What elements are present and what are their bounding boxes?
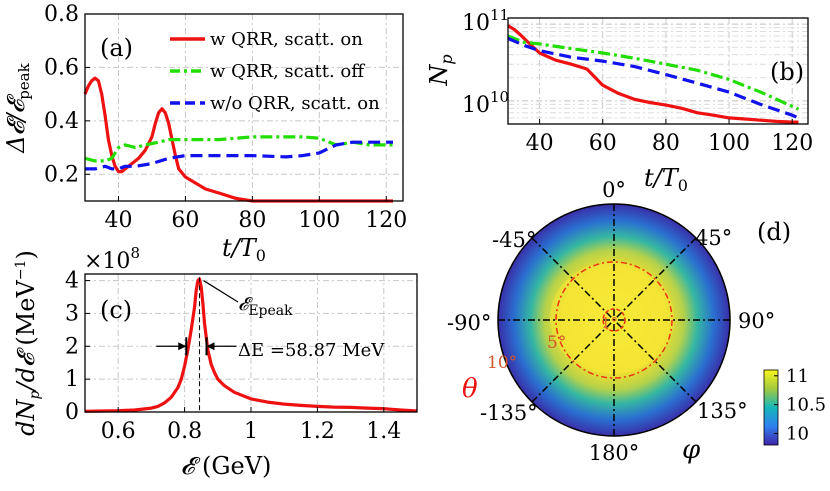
polar-ring-1deg bbox=[602, 308, 626, 332]
angle-label-45: 45° bbox=[695, 226, 732, 250]
xtick-label: 60 bbox=[171, 208, 199, 233]
xtick-label: 80 bbox=[238, 208, 266, 233]
ytick-label: 4 bbox=[65, 269, 79, 294]
series-line bbox=[507, 36, 800, 120]
polar-core bbox=[550, 262, 674, 374]
panel-a-legend: w QRR, scatt. on w QRR, scatt. off w/o Q… bbox=[170, 29, 380, 114]
ytick-label: 0.2 bbox=[44, 162, 79, 187]
panel-b-ytick-1e10: 1010 bbox=[462, 88, 509, 118]
polar-spoke bbox=[531, 237, 697, 403]
peak-pointer bbox=[203, 280, 239, 303]
ytick-label: 0 bbox=[65, 400, 79, 425]
xtick-label: 100 bbox=[708, 131, 750, 156]
ytick-label: 3 bbox=[65, 301, 79, 326]
xtick-label: 60 bbox=[589, 131, 617, 156]
panel-b-ytick-1e11: 1011 bbox=[462, 6, 509, 36]
panel-b-axes-box bbox=[507, 17, 809, 125]
xtick-label: 0.8 bbox=[167, 419, 202, 444]
panel-c-annotations bbox=[156, 277, 239, 412]
ytick-label: 0.4 bbox=[44, 109, 79, 134]
colorbar bbox=[763, 369, 779, 446]
series-line bbox=[85, 140, 393, 171]
legend-entry-wo-qrr-on: w/o QRR, scatt. on bbox=[210, 93, 380, 114]
ytick-label: 2 bbox=[65, 334, 79, 359]
radial-label-1: 1° bbox=[601, 314, 618, 332]
panel-d: 0° 45° 90° 135° 180° -135° -90° -45° 1° … bbox=[447, 178, 826, 465]
fwhm-annotation: ΔE =58.87 MeV bbox=[238, 340, 385, 361]
theta-symbol: θ bbox=[462, 374, 478, 404]
radial-label-5: 5° bbox=[547, 333, 566, 353]
panel-c: 0.6 0.8 1 1.2 1.4 0 1 2 3 4 ×108 (c) 𝓔 (GeV) dNp… bbox=[12, 244, 418, 480]
xtick-label: 40 bbox=[526, 131, 554, 156]
panel-c-scale-label: ×108 bbox=[84, 244, 140, 274]
panel-a-ylabel: Δ𝓔/𝓔peak bbox=[2, 62, 33, 153]
xtick-label: 120 bbox=[771, 131, 813, 156]
ytick-label: 1 bbox=[65, 367, 79, 392]
panel-b-label: (b) bbox=[770, 58, 804, 86]
series-line bbox=[507, 24, 799, 124]
xtick-label: 1 bbox=[244, 419, 258, 444]
xtick-label: 0.6 bbox=[101, 419, 136, 444]
ytick-label: 0.8 bbox=[44, 2, 79, 27]
angle-label-neg45: -45° bbox=[492, 228, 536, 252]
radial-label-10: 10° bbox=[487, 353, 517, 373]
panel-b-ylabel: Np bbox=[425, 54, 456, 86]
panel-d-label: (d) bbox=[757, 218, 791, 246]
fwhm-left-arrowhead bbox=[178, 342, 187, 351]
legend-entry-w-qrr-on: w QRR, scatt. on bbox=[210, 29, 363, 50]
series-line bbox=[84, 135, 393, 163]
xtick-label: 80 bbox=[652, 131, 680, 156]
panel-c-ylabel: dNp/d𝓔 (MeV−1) bbox=[12, 250, 43, 436]
angle-label-135: 135° bbox=[697, 399, 748, 423]
polar-ring-5deg bbox=[555, 261, 673, 379]
xtick-label: 100 bbox=[298, 208, 340, 233]
xtick-label: 1.2 bbox=[300, 419, 335, 444]
angle-label-90: 90° bbox=[738, 309, 775, 333]
series-line bbox=[84, 277, 418, 413]
xtick-label: 1.4 bbox=[366, 419, 401, 444]
colorbar-tick-label: 10.5 bbox=[786, 395, 826, 416]
xtick-label: 120 bbox=[365, 208, 407, 233]
angle-label-neg90: -90° bbox=[447, 311, 491, 335]
colorbar-tick-label: 11 bbox=[786, 366, 809, 387]
panel-a-xlabel: t/T0 bbox=[222, 234, 266, 265]
polar-spokes bbox=[498, 204, 730, 436]
series-line bbox=[507, 34, 800, 111]
panel-c-xlabel: 𝓔 (GeV) bbox=[181, 452, 272, 480]
panel-a: 40 60 80 100 120 0.2 0.4 0.6 0.8 (a) t/T0 Δ𝓔/𝓔p… bbox=[2, 2, 407, 265]
angle-label-180: 180° bbox=[589, 441, 640, 465]
panel-b-xlabel: t/T0 bbox=[644, 164, 688, 195]
fwhm-right-arrowhead bbox=[206, 342, 215, 351]
legend-entry-w-qrr-off: w QRR, scatt. off bbox=[210, 61, 365, 82]
panel-b: 40 60 80 100 120 1011 1010 (b) t/T0 Np bbox=[425, 6, 813, 195]
phi-symbol: φ bbox=[682, 435, 701, 465]
xtick-label: 40 bbox=[104, 208, 132, 233]
angle-label-0: 0° bbox=[602, 178, 626, 202]
angle-label-neg135: -135° bbox=[480, 401, 538, 425]
panel-c-label: (c) bbox=[100, 296, 132, 324]
panel-a-label: (a) bbox=[100, 34, 133, 62]
panel-a-axes-box bbox=[84, 13, 404, 202]
colorbar-tick-label: 10 bbox=[786, 423, 809, 444]
ytick-label: 0.6 bbox=[44, 55, 79, 80]
